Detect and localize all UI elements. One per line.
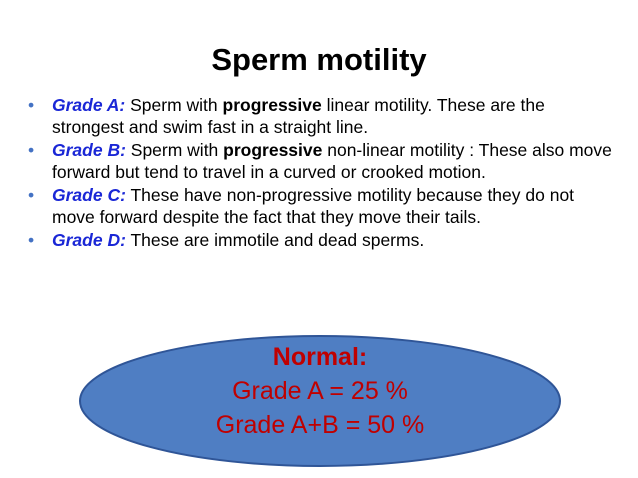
- bullet-text: These are immotile and dead sperms.: [125, 230, 425, 250]
- bullet-text: linear motility. These are the strongest…: [52, 95, 545, 137]
- grade-label: Grade C:: [52, 185, 126, 205]
- callout-line-grade-ab: Grade A+B = 50 %: [215, 411, 425, 439]
- grade-label: Grade B:: [52, 140, 126, 160]
- bullet-text: Sperm with: [125, 95, 223, 115]
- callout-ellipse: [79, 335, 561, 467]
- callout-line-grade-a: Grade A = 25 %: [232, 377, 408, 405]
- bullet-dot-icon: •: [28, 230, 35, 250]
- bullet-list: • Grade A: Sperm with progressive linear…: [28, 95, 618, 254]
- grade-label: Grade D:: [52, 230, 126, 250]
- bullet-text: These have non-progressive motility beca…: [52, 185, 575, 227]
- bullet-emphasis: progressive: [223, 140, 323, 160]
- bullet-dot-icon: •: [28, 185, 35, 205]
- callout-text: Normal: Grade A = 25 % Grade A+B = 50 %: [78, 340, 562, 442]
- slide-title: Sperm motility: [211, 42, 427, 77]
- bullet-dot-icon: •: [28, 95, 35, 115]
- callout-label: Normal:: [272, 343, 368, 371]
- bullet-item-grade-b: • Grade B: Sperm with progressive non-li…: [28, 140, 618, 183]
- bullet-dot-icon: •: [28, 140, 35, 160]
- bullet-item-grade-c: • Grade C: These have non-progressive mo…: [28, 185, 618, 228]
- bullet-item-grade-d: • Grade D: These are immotile and dead s…: [28, 230, 618, 252]
- normal-callout: Normal: Grade A = 25 % Grade A+B = 50 %: [78, 334, 562, 468]
- bullet-text: Sperm with: [125, 140, 224, 160]
- bullet-item-grade-a: • Grade A: Sperm with progressive linear…: [28, 95, 618, 138]
- bullet-emphasis: progressive: [222, 95, 322, 115]
- grade-label: Grade A:: [52, 95, 126, 115]
- bullet-text: non-linear motility : These also move fo…: [52, 140, 612, 182]
